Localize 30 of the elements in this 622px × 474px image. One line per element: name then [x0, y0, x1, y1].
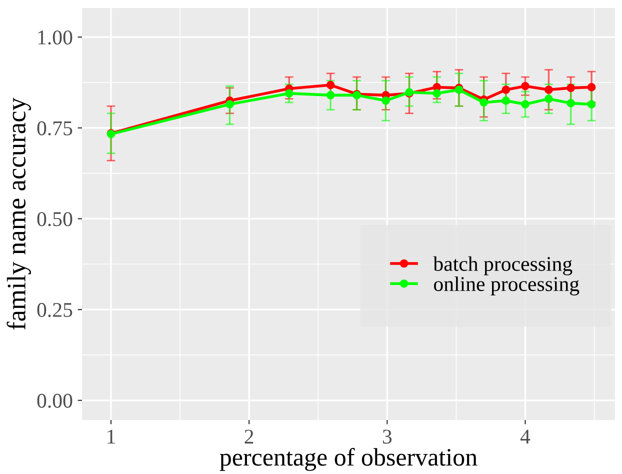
legend-label: online processing [434, 276, 580, 296]
y-tick-label: 0.25 [37, 302, 72, 318]
point [521, 82, 530, 90]
point [587, 83, 596, 92]
point [587, 100, 596, 108]
point [432, 89, 442, 98]
point [326, 91, 335, 100]
x-tick-label: 2 [244, 430, 254, 444]
point [480, 98, 488, 107]
point [226, 100, 234, 108]
x-tick-label: 1 [108, 430, 115, 444]
y-tick-label: 0.00 [37, 394, 72, 408]
point [326, 80, 335, 90]
y-axis-title: family name accuracy [6, 98, 31, 330]
y-tick-label: 0.75 [37, 121, 72, 136]
x-tick-label: 3 [382, 430, 392, 444]
point [544, 86, 553, 94]
point [566, 84, 575, 92]
point [521, 100, 530, 108]
point [284, 89, 294, 98]
point [544, 94, 553, 103]
y-tick-label: 1.00 [38, 30, 72, 45]
point [502, 96, 510, 105]
legend-label: batch processing [433, 256, 572, 276]
y-tick-label: 0.50 [37, 212, 72, 226]
point [566, 99, 575, 108]
x-axis-title: percentage of observation [220, 448, 478, 471]
x-tick-label: 4 [520, 430, 530, 444]
point [382, 96, 390, 105]
point [502, 86, 510, 94]
